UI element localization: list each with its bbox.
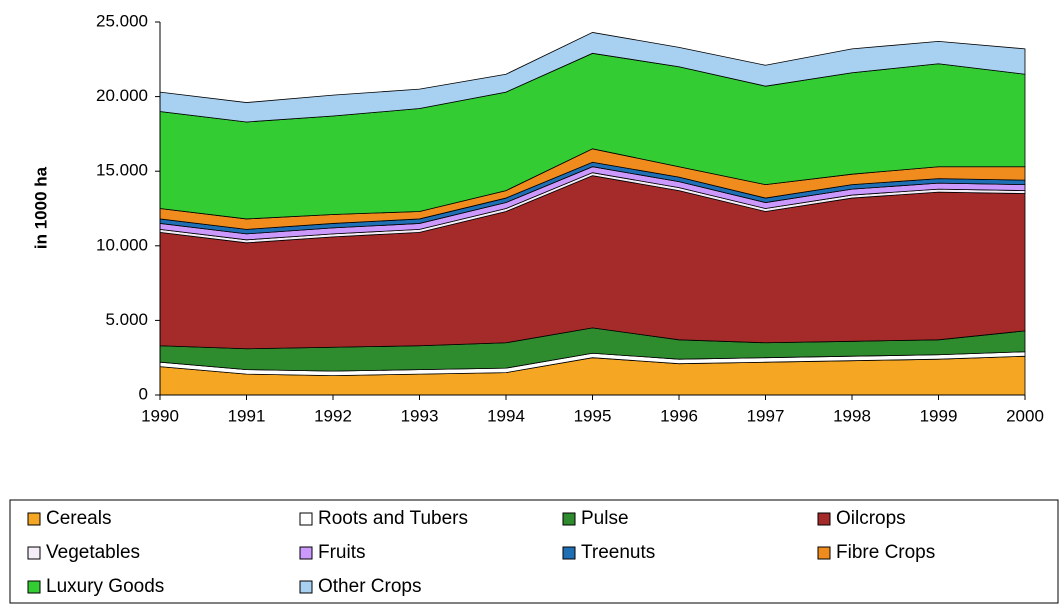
- legend-swatch: [27, 546, 41, 560]
- x-tick-label: 1999: [920, 406, 958, 425]
- legend-label: Fruits: [318, 542, 366, 563]
- legend-label: Treenuts: [581, 542, 655, 563]
- x-tick-label: 1994: [487, 406, 525, 425]
- y-tick-label: 25.000: [96, 11, 148, 30]
- x-tick-label: 2000: [1006, 406, 1044, 425]
- x-tick-label: 1991: [228, 406, 266, 425]
- x-tick-label: 1997: [747, 406, 785, 425]
- legend-swatch: [299, 546, 313, 560]
- y-tick-label: 0: [139, 384, 148, 403]
- legend-swatch: [27, 580, 41, 594]
- legend-label: Fibre Crops: [836, 542, 935, 563]
- x-tick-label: 1998: [833, 406, 871, 425]
- legend-box: [9, 499, 1059, 604]
- legend-label: Cereals: [46, 508, 111, 529]
- legend-label: Vegetables: [46, 542, 140, 563]
- y-tick-label: 20.000: [96, 86, 148, 105]
- y-tick-label: 15.000: [96, 161, 148, 180]
- legend-label: Luxury Goods: [46, 576, 164, 597]
- y-axis-label: in 1000 ha: [31, 166, 50, 249]
- area: [159, 32, 1026, 123]
- x-tick-label: 1996: [660, 406, 698, 425]
- legend-swatch: [299, 512, 313, 526]
- legend-swatch: [27, 512, 41, 526]
- x-tick-label: 1990: [141, 406, 179, 425]
- legend-label: Pulse: [581, 508, 629, 529]
- legend: Cereals Roots and Tubers Pulse Oilcrops Vege…: [27, 508, 935, 597]
- x-tick-label: 1995: [574, 406, 612, 425]
- legend-label: Oilcrops: [836, 508, 906, 529]
- legend-swatch: [562, 512, 576, 526]
- legend-swatch: [817, 512, 831, 526]
- x-tick-label: 1993: [401, 406, 439, 425]
- legend-swatch: [817, 546, 831, 560]
- legend-label: Roots and Tubers: [318, 508, 468, 529]
- legend-swatch: [562, 546, 576, 560]
- legend-swatch: [299, 580, 313, 594]
- y-tick-label: 10.000: [96, 235, 148, 254]
- legend-label: Other Crops: [318, 576, 421, 597]
- y-tick-label: 5.000: [105, 310, 148, 329]
- x-tick-label: 1992: [314, 406, 352, 425]
